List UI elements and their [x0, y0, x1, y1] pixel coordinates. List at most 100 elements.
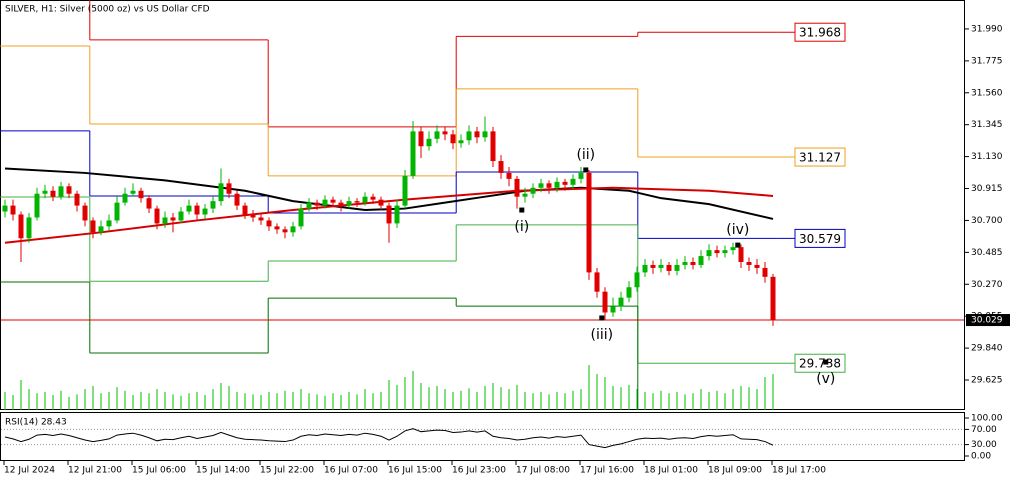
- candle-body: [306, 202, 312, 209]
- wave-label: (iii): [591, 327, 614, 343]
- y-tick-label: 31.990: [971, 24, 1003, 34]
- main-panel: [0, 0, 965, 410]
- candle-body: [706, 250, 712, 257]
- candle-body: [514, 178, 520, 197]
- candle-body: [586, 172, 592, 273]
- wave-marker: [735, 242, 741, 248]
- candle-body: [18, 214, 24, 239]
- candle-body: [658, 264, 664, 268]
- candle-body: [346, 201, 352, 206]
- level-tag: 29.738: [799, 357, 841, 371]
- y-tick-label: 31.560: [971, 88, 1003, 98]
- candle-body: [474, 131, 480, 138]
- candle-body: [698, 256, 704, 265]
- candle-body: [362, 196, 368, 203]
- y-tick-label: 30.915: [971, 184, 1003, 194]
- x-tick-label: 18 Jul 17:00: [772, 466, 826, 476]
- candle-body: [450, 134, 456, 144]
- candle-body: [90, 220, 96, 233]
- candle-body: [394, 205, 400, 224]
- candle-body: [602, 291, 608, 313]
- chart-title: SILVER, H1: Silver (5000 oz) vs US Dolla…: [5, 5, 210, 15]
- candle-body: [410, 131, 416, 176]
- candle-body: [58, 186, 64, 197]
- candle-body: [298, 208, 304, 227]
- candle-body: [386, 205, 392, 224]
- candle-body: [722, 250, 728, 254]
- candle-body: [506, 172, 512, 179]
- candle-body: [10, 205, 16, 215]
- x-tick-label: 18 Jul 01:00: [644, 466, 698, 476]
- candle-body: [746, 262, 752, 265]
- candle-body: [594, 272, 600, 292]
- x-tick-label: 17 Jul 16:00: [580, 466, 634, 476]
- candle-body: [482, 131, 488, 138]
- level-tag: 31.127: [799, 151, 841, 165]
- candle-body: [426, 138, 432, 147]
- rsi-panel: [0, 412, 965, 461]
- candle-body: [490, 131, 496, 162]
- wave-marker: [599, 315, 605, 321]
- candle-body: [42, 190, 48, 194]
- candle-body: [650, 264, 656, 268]
- candle-body: [642, 264, 648, 273]
- candle-body: [266, 220, 272, 227]
- wave-marker: [583, 167, 589, 173]
- x-tick-label: 16 Jul 15:00: [388, 466, 442, 476]
- candle-body: [66, 186, 72, 194]
- candle-body: [74, 193, 80, 206]
- candle-body: [162, 217, 168, 224]
- candle-body: [442, 131, 448, 135]
- candle-body: [618, 297, 624, 307]
- y-tick-label: 31.345: [971, 120, 1003, 130]
- candle-body: [282, 229, 288, 233]
- candle-body: [434, 131, 440, 139]
- candle-body: [458, 140, 464, 144]
- candle-body: [178, 211, 184, 221]
- current-price-box: [966, 314, 1010, 327]
- candle-body: [210, 201, 216, 209]
- rsi-tick-label: 100.00: [971, 414, 1003, 424]
- x-tick-label: 16 Jul 07:00: [324, 466, 378, 476]
- y-tick-label: 30.485: [971, 248, 1003, 258]
- level-tag: 30.579: [799, 232, 841, 246]
- candle-body: [130, 190, 136, 194]
- y-tick-label: 30.270: [971, 280, 1003, 290]
- rsi-tick-label: 0.00: [971, 452, 991, 462]
- candle-body: [666, 264, 672, 271]
- plot-area: [0, 0, 795, 410]
- x-tick-label: 16 Jul 23:00: [452, 466, 506, 476]
- candle-body: [562, 181, 568, 185]
- x-tick-label: 12 Jul 2024: [4, 466, 55, 476]
- level-tag-box: [794, 147, 846, 167]
- candle-body: [738, 247, 744, 263]
- candle-body: [106, 220, 112, 227]
- candle-body: [322, 199, 328, 206]
- y-tick-label: 30.700: [971, 216, 1003, 226]
- rsi-tick-label: 30.00: [971, 440, 997, 450]
- candle-body: [250, 214, 256, 218]
- candle-body: [690, 262, 696, 265]
- candle-body: [226, 183, 232, 194]
- candle-body: [330, 199, 336, 203]
- candle-body: [714, 250, 720, 254]
- candle-body: [314, 202, 320, 206]
- candle-body: [114, 202, 120, 221]
- candle-body: [674, 264, 680, 271]
- candle-body: [186, 205, 192, 212]
- candle-body: [378, 199, 384, 206]
- candle-body: [338, 202, 344, 206]
- candle-body: [218, 183, 224, 202]
- candle-body: [402, 175, 408, 206]
- wave-marker: [519, 207, 525, 213]
- wave-label: (v): [816, 371, 835, 387]
- candle-body: [274, 226, 280, 230]
- x-tick-label: 15 Jul 06:00: [132, 466, 186, 476]
- candle-body: [522, 193, 528, 197]
- wave-label: (ii): [576, 147, 595, 163]
- rsi-line: [4, 428, 774, 449]
- candle-body: [498, 161, 504, 173]
- candle-body: [242, 205, 248, 215]
- candle-body: [258, 217, 264, 221]
